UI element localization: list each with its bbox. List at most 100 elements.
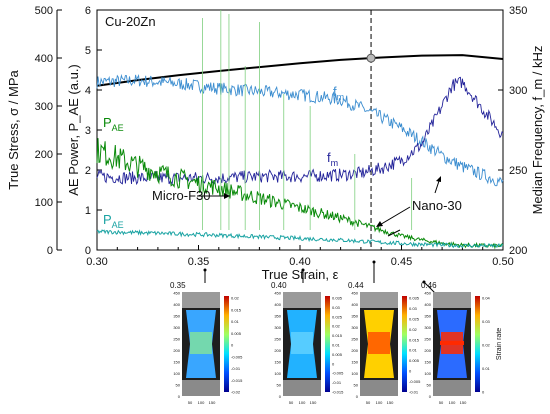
- stress-axis-title: True Stress, σ / MPa: [6, 69, 21, 189]
- dic-y-tick-label: 400: [424, 302, 431, 307]
- dic-y-tick-label: 0: [356, 394, 359, 399]
- dic-colorbar-label: -0.015: [332, 390, 344, 395]
- power-tick-label: 2: [85, 165, 91, 177]
- freq-tick-label: 350: [509, 5, 527, 17]
- dic-colorbar-label: 0.015: [332, 333, 343, 338]
- power-axis-title: AE Power, P_AE (a.u.): [66, 64, 81, 196]
- dic-strain-band: [291, 332, 313, 354]
- dic-y-tick-label: 450: [173, 291, 180, 296]
- dic-colorbar-label: 0.02: [332, 324, 341, 329]
- dic-y-tick-label: 450: [274, 291, 281, 296]
- dic-y-tick-label: 100: [274, 371, 281, 376]
- x-tick-label: 0.45: [391, 256, 412, 268]
- dic-colorbar-label: 0.005: [332, 352, 343, 357]
- dic-colorbar: [475, 296, 480, 392]
- dic-colorbar-label: -0.005: [332, 371, 344, 376]
- dic-y-tick-label: 400: [351, 302, 358, 307]
- dic-colorbar: [224, 296, 229, 392]
- dic-colorbar-label: 0.03: [332, 305, 341, 310]
- dic-y-tick-label: 100: [351, 371, 358, 376]
- dic-strain-band: [368, 332, 390, 354]
- dic-colorbar-label: 0.02: [231, 296, 240, 301]
- dic-y-tick-label: 400: [173, 302, 180, 307]
- dic-grip-bottom: [360, 380, 398, 396]
- dic-y-tick-label: 450: [424, 291, 431, 296]
- annotation-main-text: Micro-F30: [152, 188, 211, 203]
- stress-tick-label: 400: [35, 53, 53, 65]
- dic-colorbar-label: 0: [231, 343, 234, 348]
- dic-strain-label: 0.46: [421, 281, 437, 290]
- dic-x-tick-label: 50: [188, 400, 193, 405]
- dic-thumbnail: [182, 292, 229, 396]
- dic-colorbar-label: 0: [482, 390, 485, 395]
- dic-y-tick-label: 300: [351, 325, 358, 330]
- dic-colorbar-label: 0.01: [231, 319, 240, 324]
- dic-colorbar-label: 0.015: [409, 337, 420, 342]
- dic-x-tick-label: 100: [299, 400, 306, 405]
- dic-y-tick-label: 350: [274, 314, 281, 319]
- annotation-arrow: [377, 206, 411, 227]
- dic-pointer-arrowhead: [301, 268, 305, 272]
- annotation-subscript: m: [337, 92, 345, 102]
- dic-y-tick-label: 250: [424, 337, 431, 342]
- dic-colorbar-label: 0.01: [332, 343, 341, 348]
- plot-frame: [96, 9, 504, 251]
- dic-y-tick-label: 150: [274, 360, 281, 365]
- annotation-label: Nano-30: [412, 198, 462, 213]
- dic-grip-top: [182, 292, 220, 308]
- dic-colorbar-label: 0.025: [409, 316, 420, 321]
- power-tick-label: 5: [85, 45, 91, 57]
- dic-y-tick-label: 200: [424, 348, 431, 353]
- dic-colorbar-label: 0.015: [231, 307, 242, 312]
- dic-y-tick-label: 50: [354, 383, 359, 388]
- x-tick-label: 0.40: [289, 256, 310, 268]
- annotation-label: PAE: [103, 115, 124, 133]
- dic-colorbar-label: 0.03: [482, 319, 491, 324]
- dic-strain-label: 0.35: [170, 281, 186, 290]
- annotation-label: fm: [333, 84, 344, 102]
- series-1-line: [96, 73, 504, 187]
- dic-y-tick-label: 0: [429, 394, 432, 399]
- dic-y-tick-label: 50: [176, 383, 181, 388]
- dic-y-tick-label: 400: [274, 302, 281, 307]
- dic-x-tick-label: 100: [198, 400, 205, 405]
- dic-colorbar-label: -0.02: [231, 390, 241, 395]
- dic-y-tick-label: 300: [424, 325, 431, 330]
- freq-tick-label: 250: [509, 165, 527, 177]
- annotation-main-text: P: [103, 115, 112, 130]
- dic-thumbnail: [433, 292, 480, 396]
- dic-x-tick-label: 50: [289, 400, 294, 405]
- dic-x-tick-label: 150: [209, 400, 216, 405]
- dic-y-tick-label: 350: [351, 314, 358, 319]
- dic-colorbar-label: 0.035: [409, 296, 420, 301]
- stress-tick-label: 500: [35, 5, 53, 17]
- annotation-main-text: f: [327, 150, 331, 165]
- dic-grip-top: [433, 292, 471, 308]
- power-tick-label: 1: [85, 205, 91, 217]
- dic-y-tick-label: 250: [274, 337, 281, 342]
- annotation-main-text: P: [103, 212, 112, 227]
- dic-colorbar-title: Strain rate: [496, 328, 503, 360]
- dic-strain-band: [190, 332, 212, 354]
- x-axis-title: True Strain, ε: [262, 267, 339, 282]
- annotation-arrowhead: [224, 193, 230, 199]
- dic-x-tick-label: 150: [460, 400, 467, 405]
- dic-colorbar-label: -0.015: [231, 378, 243, 383]
- stress-tick-label: 0: [47, 245, 53, 257]
- dic-x-tick-label: 100: [376, 400, 383, 405]
- dic-y-tick-label: 150: [173, 360, 180, 365]
- dic-grip-bottom: [433, 380, 471, 396]
- x-tick-label: 0.35: [188, 256, 209, 268]
- dic-strain-label: 0.40: [271, 281, 287, 290]
- dic-thumbnail: [360, 292, 407, 396]
- dic-y-tick-label: 100: [424, 371, 431, 376]
- dic-colorbar-label: 0.035: [332, 296, 343, 301]
- dic-grip-bottom: [283, 380, 321, 396]
- dic-colorbar-label: 0.02: [482, 343, 491, 348]
- annotation-arrowhead: [436, 176, 441, 182]
- series-4-line: [96, 229, 504, 249]
- freq-axis-title: Median Frequency, f_m / kHz: [530, 46, 545, 215]
- dic-y-tick-label: 250: [173, 337, 180, 342]
- dic-colorbar-label: -0.005: [409, 379, 421, 384]
- dic-pointer-arrowhead: [203, 268, 207, 272]
